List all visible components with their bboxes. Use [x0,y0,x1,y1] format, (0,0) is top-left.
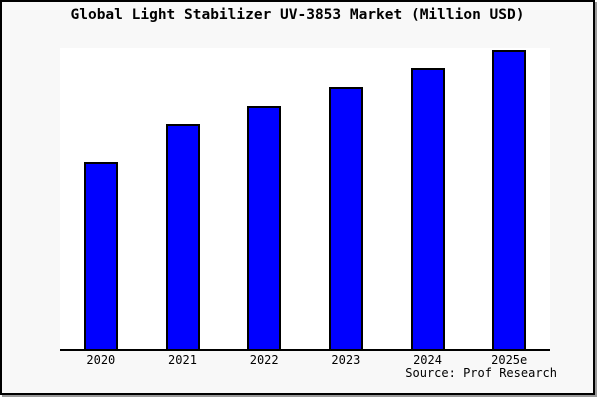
x-tick-label-2021: 2021 [168,353,197,367]
plot-area [60,48,550,349]
bar-slot-2024 [387,48,469,349]
bar-slot-2025e [468,48,550,349]
bar-2020 [83,162,118,349]
bar-slot-2021 [142,48,224,349]
x-tick-label-2024: 2024 [413,353,442,367]
x-axis-line [60,349,550,351]
chart-title: Global Light Stabilizer UV-3853 Market (… [70,7,525,23]
source-credit: Source: Prof Research [405,366,557,380]
bar-2024 [410,67,445,349]
bar-slot-2020 [60,48,142,349]
bar-2025e [492,50,527,349]
bar-2021 [165,123,200,349]
bar-2023 [328,87,363,349]
bar-slot-2023 [305,48,387,349]
bar-slot-2022 [223,48,305,349]
x-tick-label-2023: 2023 [331,353,361,367]
chart-canvas: Global Light Stabilizer UV-3853 Market (… [0,0,595,395]
x-tick-label-2025e: 2025e [491,353,528,367]
bar-2022 [247,105,282,349]
x-tick-label-2022: 2022 [249,353,279,367]
x-tick-label-2020: 2020 [86,353,116,367]
x-axis-tick-labels: 2020 2021 2022 2023 2024 2025e [60,353,550,367]
